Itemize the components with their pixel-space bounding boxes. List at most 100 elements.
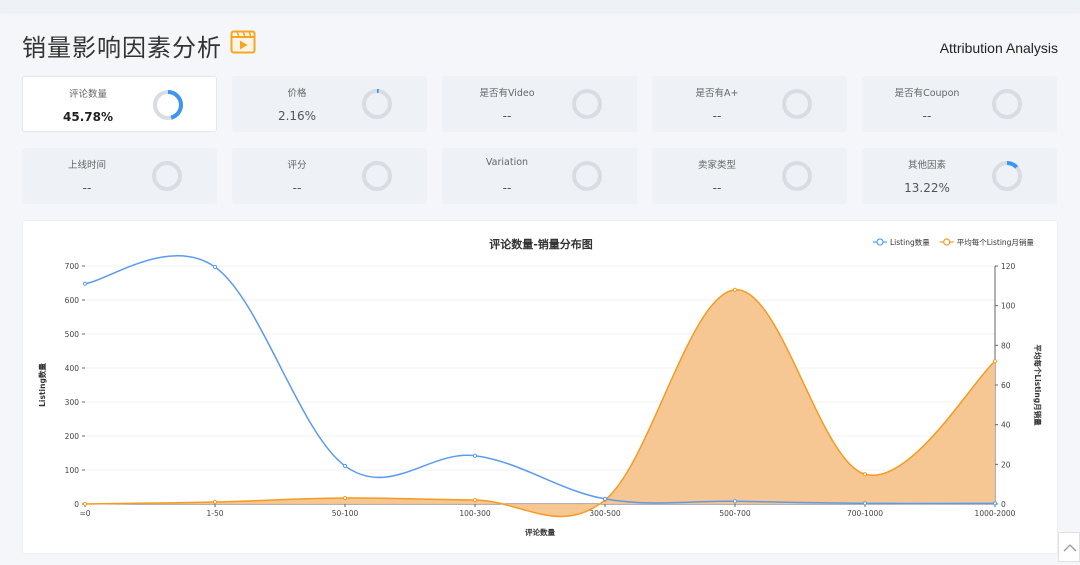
video-icon[interactable] bbox=[230, 30, 256, 54]
card-value: -- bbox=[82, 181, 92, 195]
y2-tick-label: 100 bbox=[1001, 302, 1016, 311]
factor-card-other[interactable]: 其他因素 13.22% bbox=[862, 148, 1057, 204]
card-label: 评论数量 bbox=[68, 89, 107, 100]
y2-tick-label: 20 bbox=[1001, 460, 1011, 469]
data-point-monthly-sales[interactable] bbox=[342, 495, 348, 501]
card-value: -- bbox=[502, 181, 512, 195]
legend-marker bbox=[943, 238, 951, 246]
ring-fill bbox=[992, 161, 1022, 191]
card-value: -- bbox=[502, 109, 512, 123]
card-label: 是否有A+ bbox=[695, 88, 739, 99]
ring-fill bbox=[362, 89, 392, 119]
y2-tick-label: 40 bbox=[1001, 421, 1011, 430]
ring-track bbox=[992, 89, 1022, 119]
y2-tick-label: 80 bbox=[1001, 341, 1011, 350]
data-point-monthly-sales[interactable] bbox=[472, 497, 478, 503]
distribution-chart: 评论数量-销量分布图 0 100 200 300 400 500 600 700 0 20 40 60 8… bbox=[37, 237, 1043, 537]
ring-track bbox=[572, 89, 602, 119]
factor-card-reviews[interactable]: 评论数量 45.78% bbox=[22, 76, 217, 132]
scroll-to-top-button[interactable] bbox=[1058, 532, 1080, 562]
card-value: -- bbox=[712, 109, 722, 123]
y-tick-label: 500 bbox=[65, 330, 80, 339]
y2-tick-label: 0 bbox=[1001, 500, 1006, 509]
y-tick-label: 400 bbox=[65, 364, 80, 373]
data-point-monthly-sales[interactable] bbox=[82, 501, 88, 507]
ring-track bbox=[782, 161, 812, 191]
data-point-listing-count[interactable] bbox=[472, 453, 478, 458]
y2-tick-label: 120 bbox=[1001, 262, 1016, 271]
card-label: 卖家类型 bbox=[697, 160, 736, 171]
card-label: 其他因素 bbox=[907, 160, 946, 171]
factor-card-launch-time[interactable]: 上线时间 -- bbox=[22, 148, 217, 204]
legend-label: 平均每个Listing月销量 bbox=[957, 237, 1035, 247]
data-point-listing-count[interactable] bbox=[602, 496, 608, 501]
x-tick-label: 50-100 bbox=[332, 509, 359, 518]
x-tick-label: 1-50 bbox=[206, 509, 223, 518]
data-point-listing-count[interactable] bbox=[342, 463, 348, 469]
factor-card-video[interactable]: 是否有Video -- bbox=[442, 76, 637, 132]
y-tick-label: 300 bbox=[65, 398, 80, 407]
y2-axis-label: 平均每个Listing月销量 bbox=[1033, 344, 1043, 426]
card-label: 是否有Coupon bbox=[894, 88, 960, 99]
factor-card-variation[interactable]: Variation -- bbox=[442, 148, 637, 204]
series-area-monthly-sales bbox=[85, 289, 995, 517]
ring-fill bbox=[153, 90, 183, 120]
card-label: Variation bbox=[485, 157, 529, 168]
donut-ring bbox=[572, 89, 602, 119]
factor-card-coupon[interactable]: 是否有Coupon -- bbox=[862, 76, 1057, 132]
subtitle-en: Attribution Analysis bbox=[939, 40, 1058, 56]
donut-ring bbox=[362, 161, 392, 191]
x-tick-label: 1000-2000 bbox=[975, 509, 1016, 518]
chart-panel: 评论数量-销量分布图 0 100 200 300 400 500 600 700 0 20 40 60 8… bbox=[22, 220, 1058, 554]
legend-marker bbox=[876, 238, 884, 246]
data-point-monthly-sales[interactable] bbox=[212, 499, 218, 505]
legend-label: Listing数量 bbox=[890, 237, 930, 247]
y-axis-label: Listing数量 bbox=[37, 363, 47, 407]
legend-item-1[interactable]: 平均每个Listing月销量 bbox=[939, 237, 1035, 247]
x-tick-label: 300-500 bbox=[589, 509, 621, 518]
donut-ring bbox=[992, 89, 1022, 119]
card-value: -- bbox=[712, 181, 722, 195]
donut-ring bbox=[782, 161, 812, 191]
card-value: -- bbox=[292, 181, 302, 195]
donut-ring bbox=[152, 161, 182, 191]
data-point-listing-count[interactable] bbox=[82, 281, 88, 286]
ring-track bbox=[782, 89, 812, 119]
data-point-monthly-sales[interactable] bbox=[732, 287, 738, 292]
factor-card-aplus[interactable]: 是否有A+ -- bbox=[652, 76, 847, 132]
x-axis-label: 评论数量 bbox=[525, 527, 555, 537]
chart-title: 评论数量-销量分布图 bbox=[489, 237, 593, 251]
ring-track bbox=[362, 89, 392, 119]
data-point-listing-count[interactable] bbox=[212, 264, 218, 270]
legend-item-0[interactable]: Listing数量 bbox=[873, 237, 930, 247]
donut-ring bbox=[362, 89, 392, 119]
ring-track bbox=[362, 161, 392, 191]
donut-ring bbox=[782, 89, 812, 119]
data-point-listing-count[interactable] bbox=[862, 501, 868, 506]
y-tick-label: 700 bbox=[65, 262, 80, 271]
x-tick-label: 100-300 bbox=[459, 509, 491, 518]
factor-card-price[interactable]: 价格 2.16% bbox=[232, 76, 427, 132]
series-line-listing-count bbox=[84, 255, 996, 505]
factor-card-rating[interactable]: 评分 -- bbox=[232, 148, 427, 204]
donut-ring bbox=[153, 90, 183, 120]
y-tick-label: 200 bbox=[65, 432, 80, 441]
data-point-monthly-sales[interactable] bbox=[862, 472, 868, 477]
donut-ring bbox=[572, 161, 602, 191]
x-tick-label: =0 bbox=[79, 509, 90, 518]
x-tick-label: 500-700 bbox=[719, 509, 751, 518]
card-label: 上线时间 bbox=[67, 160, 106, 171]
factor-card-seller-type[interactable]: 卖家类型 -- bbox=[652, 148, 847, 204]
y-tick-label: 100 bbox=[65, 466, 80, 475]
data-point-listing-count[interactable] bbox=[732, 499, 738, 504]
card-value: -- bbox=[922, 109, 932, 123]
card-label: 评分 bbox=[287, 160, 307, 171]
page-header: 销量影响因素分析 Attribution Analysis bbox=[22, 28, 1058, 62]
page-title: 销量影响因素分析 bbox=[22, 34, 222, 62]
ring-track bbox=[152, 161, 182, 191]
data-point-monthly-sales[interactable] bbox=[992, 359, 998, 364]
data-point-listing-count[interactable] bbox=[992, 501, 998, 506]
card-label: 是否有Video bbox=[479, 88, 535, 99]
y-tick-label: 0 bbox=[74, 500, 79, 509]
y-tick-label: 600 bbox=[65, 296, 80, 305]
